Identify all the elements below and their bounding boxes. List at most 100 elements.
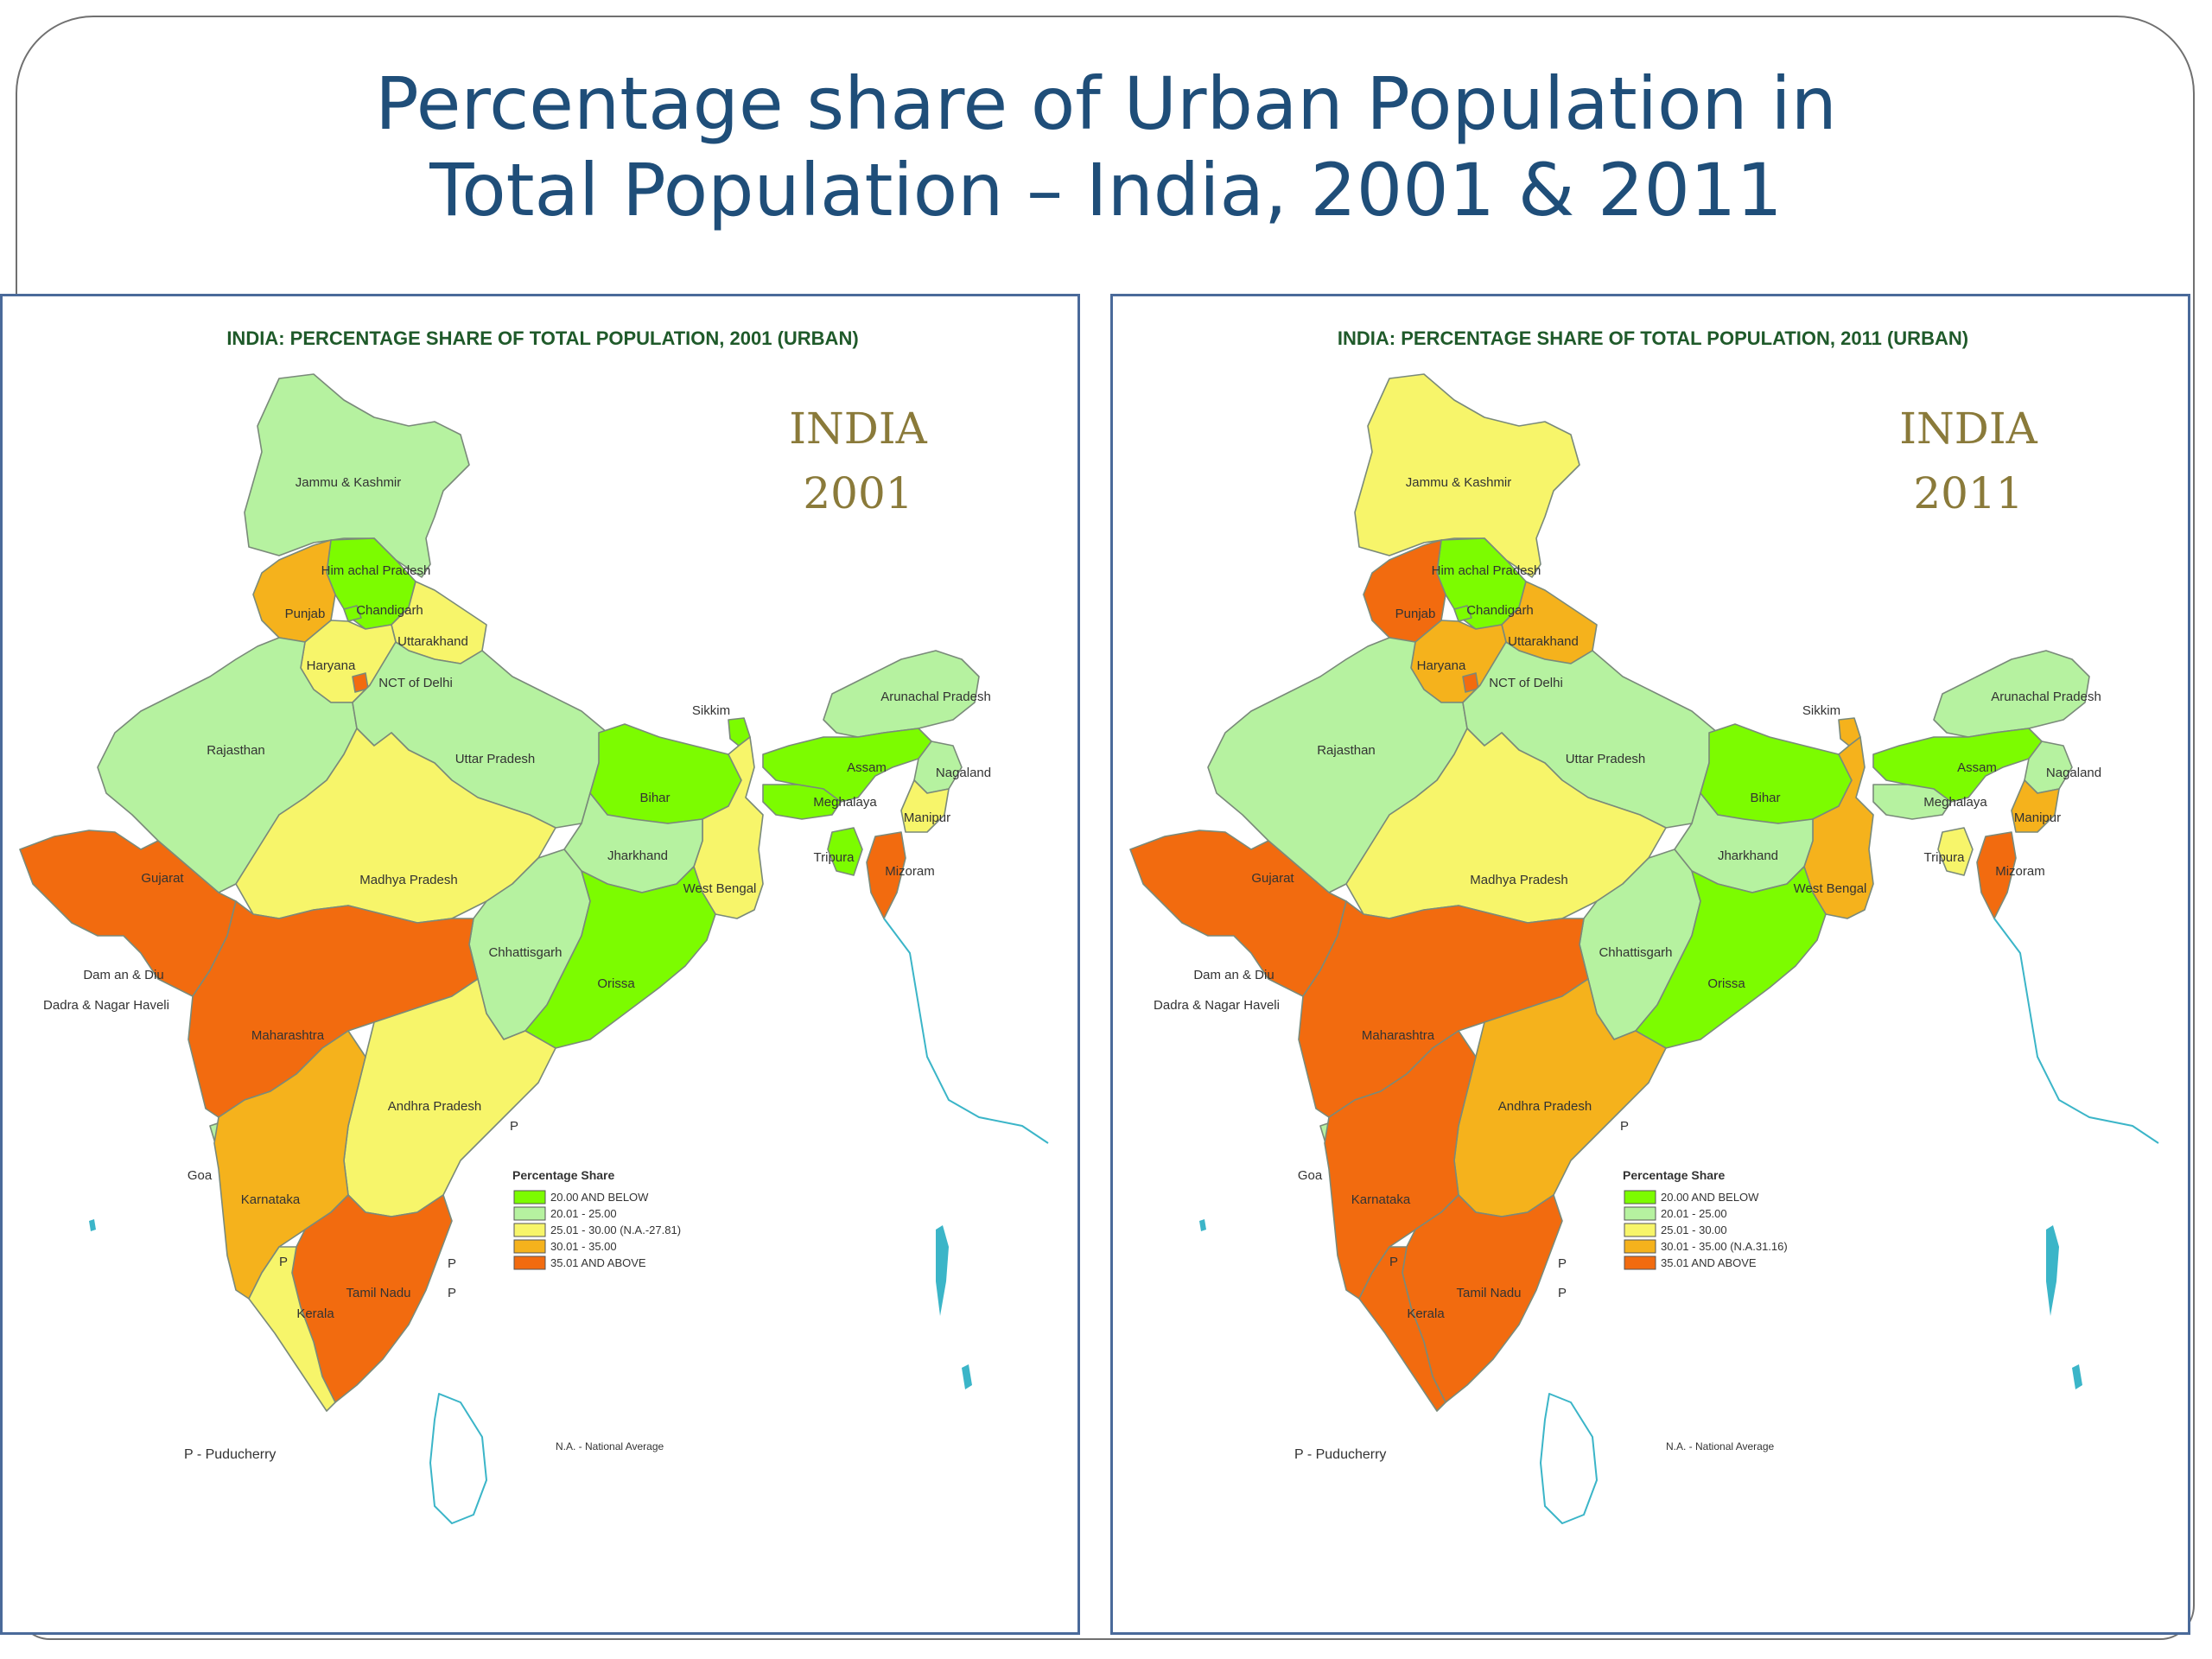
label-hp: Him achal Pradesh xyxy=(1432,563,1541,578)
puducherry-marker: P xyxy=(510,1119,518,1134)
slide-title-line-1: Percentage share of Urban Population in xyxy=(375,61,1837,146)
legend-title: Percentage Share xyxy=(512,1168,614,1182)
label-gj: Gujarat xyxy=(141,871,184,886)
state-mizoram xyxy=(866,831,906,919)
state-chandigarh xyxy=(1453,605,1472,622)
label-rj: Rajasthan xyxy=(207,743,265,758)
label-uk: Uttarakhand xyxy=(1508,634,1579,649)
label-mh: Maharashtra xyxy=(251,1028,325,1043)
sri-lanka-outline xyxy=(429,1393,487,1524)
legend-swatch xyxy=(513,1190,546,1205)
label-ap: Andhra Pradesh xyxy=(388,1099,481,1114)
label-ap: Andhra Pradesh xyxy=(1498,1099,1592,1114)
map-header: INDIA: PERCENTAGE SHARE OF TOTAL POPULAT… xyxy=(1338,327,1968,349)
legend: Percentage Share 20.00 AND BELOW 20.01 - … xyxy=(512,1168,681,1270)
legend-label: 20.00 AND BELOW xyxy=(550,1191,649,1204)
legend-swatch xyxy=(1624,1190,1656,1205)
state-arunachal-pradesh xyxy=(1933,650,2090,738)
coastline-myanmar xyxy=(1993,918,2159,1144)
slide-title: Percentage share of Urban Population in … xyxy=(0,60,2212,233)
island-andaman xyxy=(2046,1225,2059,1316)
state-meghalaya xyxy=(1872,784,1952,820)
label-tr: Tripura xyxy=(814,850,855,865)
label-hr: Haryana xyxy=(307,658,356,673)
legend-label: 20.00 AND BELOW xyxy=(1661,1191,1759,1204)
legend-label: 25.01 - 30.00 xyxy=(1661,1224,1727,1236)
india-map xyxy=(1129,373,2159,1524)
legend-swatch xyxy=(1624,1255,1656,1270)
year-label: 2011 xyxy=(1913,468,2023,518)
label-mh: Maharashtra xyxy=(1362,1028,1435,1043)
label-ka: Karnataka xyxy=(1351,1192,1411,1207)
legend-swatch xyxy=(1624,1223,1656,1237)
island-lakshadweep xyxy=(1199,1219,1206,1231)
label-mz: Mizoram xyxy=(885,864,935,879)
puducherry-note: P - Puducherry xyxy=(184,1447,276,1462)
label-ml: Meghalaya xyxy=(1923,795,1987,810)
label-kl: Kerala xyxy=(1407,1306,1445,1321)
label-hr: Haryana xyxy=(1417,658,1466,673)
label-ar: Arunachal Pradesh xyxy=(1991,690,2101,704)
legend-swatch xyxy=(513,1255,546,1270)
state-tripura xyxy=(1937,827,1974,876)
island-lakshadweep xyxy=(89,1219,96,1231)
label-hp: Him achal Pradesh xyxy=(321,563,431,578)
puducherry-note: P - Puducherry xyxy=(1294,1447,1386,1462)
state-labels: Jammu & Kashmir Him achal Pradesh Punjab… xyxy=(43,475,991,1321)
label-as: Assam xyxy=(1957,760,1997,775)
label-or: Orissa xyxy=(1707,976,1745,991)
label-ch: Chandigarh xyxy=(356,603,423,618)
puducherry-marker-4: P xyxy=(279,1255,288,1269)
legend-label: 30.01 - 35.00 xyxy=(550,1240,617,1253)
state-manipur xyxy=(900,779,950,833)
label-cg: Chhattisgarh xyxy=(1599,945,1672,960)
label-nl: Nagaland xyxy=(936,766,991,780)
label-dd: Dam an & Diu xyxy=(83,968,163,982)
legend: Percentage Share 20.00 AND BELOW 20.01 - … xyxy=(1623,1168,1788,1270)
label-dd: Dam an & Diu xyxy=(1193,968,1274,982)
state-orissa xyxy=(524,866,716,1049)
legend-label: 20.01 - 25.00 xyxy=(1661,1207,1727,1220)
year-label: 2001 xyxy=(803,468,912,518)
puducherry-marker-4: P xyxy=(1389,1255,1398,1269)
label-gj: Gujarat xyxy=(1251,871,1294,886)
label-ga: Goa xyxy=(1298,1168,1323,1183)
india-label: INDIA xyxy=(789,404,927,454)
legend-items: 20.00 AND BELOW 20.01 - 25.00 25.01 - 30.0… xyxy=(513,1190,681,1270)
label-uk: Uttarakhand xyxy=(397,634,468,649)
puducherry-marker-2: P xyxy=(1558,1256,1567,1271)
legend-label: 35.01 AND ABOVE xyxy=(550,1256,646,1269)
label-ga: Goa xyxy=(188,1168,213,1183)
label-tr: Tripura xyxy=(1924,850,1966,865)
label-wb: West Bengal xyxy=(1794,881,1867,896)
state-kerala xyxy=(248,1246,336,1412)
label-up: Uttar Pradesh xyxy=(1566,752,1646,766)
label-kl: Kerala xyxy=(296,1306,334,1321)
state-chandigarh xyxy=(343,605,362,622)
state-rajasthan xyxy=(97,637,358,893)
india-map xyxy=(19,373,1049,1524)
state-meghalaya xyxy=(762,784,842,820)
state-arunachal-pradesh xyxy=(823,650,980,738)
state-assam xyxy=(762,728,932,803)
legend-swatch xyxy=(513,1223,546,1237)
label-ch: Chandigarh xyxy=(1466,603,1534,618)
state-labels: Jammu & Kashmir Him achal Pradesh Punjab… xyxy=(1154,475,2101,1321)
map-panel-2011: INDIA: PERCENTAGE SHARE OF TOTAL POPULAT… xyxy=(1110,294,2190,1635)
label-ka: Karnataka xyxy=(241,1192,301,1207)
state-bihar xyxy=(589,723,742,824)
india-label: INDIA xyxy=(1899,404,2037,454)
legend-swatch xyxy=(513,1206,546,1221)
map-header: INDIA: PERCENTAGE SHARE OF TOTAL POPULAT… xyxy=(226,327,858,349)
na-note: N.A. - National Average xyxy=(1666,1440,1775,1452)
state-jammu-kashmir xyxy=(1354,373,1580,578)
sri-lanka-outline xyxy=(1540,1393,1598,1524)
label-rj: Rajasthan xyxy=(1317,743,1376,758)
label-ml: Meghalaya xyxy=(813,795,877,810)
state-kerala xyxy=(1358,1246,1446,1412)
label-dl: NCT of Delhi xyxy=(1489,676,1563,690)
label-as: Assam xyxy=(847,760,887,775)
label-br: Bihar xyxy=(639,791,670,805)
label-mn: Manipur xyxy=(2014,810,2061,825)
label-sk: Sikkim xyxy=(1802,703,1840,718)
